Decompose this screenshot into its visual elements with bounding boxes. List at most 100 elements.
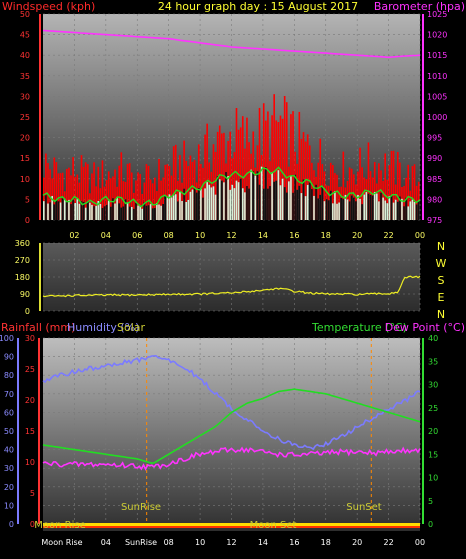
wind-average-bar (185, 202, 188, 220)
wind-gust-bar (93, 162, 95, 220)
wind-gust-bar (137, 172, 139, 220)
wind-average-bar (216, 176, 219, 220)
windspeed-tick-label: 50 (20, 10, 30, 19)
wind-gust-bar (204, 134, 206, 220)
barometer-tick-label: 995 (427, 134, 442, 143)
wind-average-bar (97, 200, 100, 220)
wind-gust-bar (216, 131, 219, 220)
wind-average-bar (399, 196, 401, 220)
wind-gust-bar (367, 142, 370, 220)
wind-average-bar (355, 201, 357, 220)
wind-gust-bar (392, 150, 395, 220)
wind-gust-bar (151, 183, 154, 220)
wind-average-bar (281, 178, 284, 220)
wind-gust-bar (126, 163, 129, 220)
wind-average-bar (149, 204, 152, 220)
wind-average-bar (187, 199, 190, 220)
wind-average-bar (338, 202, 340, 220)
windspeed-tick-label: 25 (20, 113, 30, 122)
wind-average-bar (166, 196, 169, 220)
wind-gust-bar (68, 167, 70, 220)
wind-average-bar (221, 180, 223, 220)
humidity-tick-label: 10 (4, 501, 14, 510)
wind-average-bar (168, 194, 171, 220)
wind-average-bar (103, 206, 106, 220)
wind-average-bar (202, 197, 204, 220)
wind-gust-bar (57, 173, 60, 220)
temp-x-tick-label: 08 (164, 538, 174, 547)
wind-average-bar (298, 185, 301, 220)
wind-gust-bar (248, 142, 250, 220)
wind-gust-bar (168, 166, 171, 220)
wind-gust-bar (103, 186, 106, 220)
direction-tick-label: 270 (15, 256, 30, 265)
wind-average-bar (288, 181, 290, 220)
wind-average-bar (51, 195, 53, 220)
wind-average-bar (271, 172, 273, 220)
wind-average-bar (116, 197, 118, 220)
wind-average-bar (160, 205, 162, 220)
windspeed-tick-label: 15 (20, 154, 30, 163)
wind-average-bar (378, 201, 380, 220)
wind-average-bar (49, 202, 51, 220)
wind-average-bar (84, 207, 87, 220)
wind-average-bar (135, 202, 137, 220)
wind-average-bar (413, 201, 416, 220)
wind-gust-bar (120, 152, 123, 220)
wind-gust-bar (43, 177, 45, 220)
wind-average-bar (380, 192, 382, 220)
wind-gust-bar (202, 167, 204, 220)
wind-average-bar (329, 190, 332, 220)
wind-average-bar (112, 198, 114, 220)
wind-average-bar (279, 185, 282, 220)
wind-average-bar (371, 195, 374, 220)
wind-gust-bar (302, 132, 305, 220)
temp-x-tick-label: 12 (226, 538, 236, 547)
wind-gust-bar (112, 176, 114, 220)
wind-average-bar (386, 203, 389, 220)
wind-average-bar (344, 194, 347, 220)
barometer-tick-label: 1000 (427, 113, 447, 122)
wind-gust-bar (49, 169, 51, 220)
daylight-bar (43, 523, 420, 526)
wind-gust-bar (101, 160, 104, 220)
wind-average-bar (183, 188, 185, 220)
wind-x-tick-label: 02 (69, 231, 79, 240)
barometer-tick-label: 985 (427, 175, 442, 184)
wind-average-bar (294, 174, 296, 220)
wind-average-bar (130, 206, 133, 220)
wind-average-bar (80, 201, 83, 220)
wind-average-bar (212, 186, 215, 220)
wind-average-bar (47, 203, 49, 220)
wind-gust-bar (239, 127, 242, 220)
humidity-tick-label: 80 (4, 371, 14, 380)
wind-average-bar (74, 203, 77, 220)
wind-gust-bar (221, 133, 223, 220)
wind-gust-bar (241, 116, 244, 220)
wind-average-bar (43, 201, 45, 220)
wind-gust-bar (396, 151, 399, 220)
wind-gust-bar (185, 160, 188, 220)
wind-gust-bar (352, 174, 355, 220)
wind-average-bar (265, 167, 267, 220)
wind-average-bar (248, 188, 250, 220)
wind-gust-bar (141, 193, 144, 220)
wind-gust-bar (384, 153, 386, 220)
wind-average-bar (233, 188, 236, 220)
direction-tick-label: 0 (25, 307, 30, 316)
wind-gust-bar (139, 173, 141, 220)
wind-gust-bar (70, 175, 72, 220)
wind-average-bar (82, 201, 85, 220)
wind-average-bar (89, 202, 91, 220)
wind-average-bar (237, 182, 240, 220)
rainfall-axis-label: Rainfall (mm) (1, 321, 75, 334)
windspeed-axis-label: Windspeed (kph) (2, 0, 95, 13)
wind-average-bar (141, 208, 144, 220)
temperature-tick-label: 35 (428, 357, 438, 366)
wind-gust-bar (84, 162, 87, 220)
wind-average-bar (290, 175, 292, 220)
wind-gust-bar (154, 177, 156, 220)
wind-average-bar (105, 204, 108, 220)
humidity-tick-label: 70 (4, 390, 14, 399)
wind-gust-bar (233, 152, 236, 220)
